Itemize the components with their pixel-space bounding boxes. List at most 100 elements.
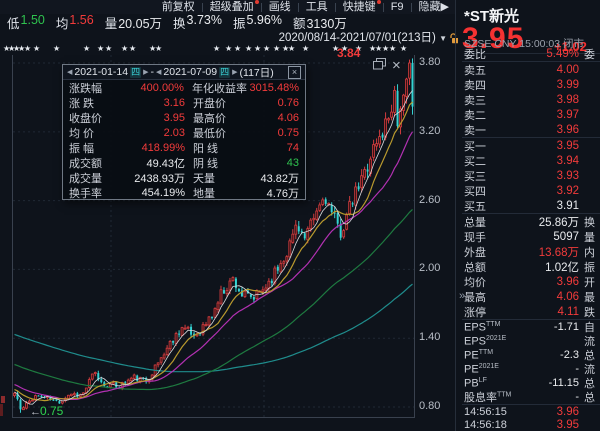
event-star-icon: ★ (149, 44, 157, 53)
range-stats-row: 成交量 2438.93万 天量 43.82万 (69, 172, 299, 185)
event-star-icon: ★ (273, 44, 281, 53)
quote-stats-bar: 低 1.50 均 1.56 量 20.05万换 3.73% 振 5.96% 额 3130万 (7, 12, 347, 31)
stat-row: 现手 5097 量 (464, 230, 595, 244)
ask-row[interactable]: 卖二 3.97 (464, 108, 579, 122)
range-stats-row: 换手率 454.19% 地量 4.76万 (69, 186, 299, 200)
date-dash: - (150, 66, 155, 78)
event-star-icon: ★ (369, 44, 377, 53)
range-stats-row: 振 幅 418.99% 阳 线 74 (69, 141, 299, 155)
low-price-label: ←0.75 (30, 404, 64, 418)
stat-row: 总量 25.86万换 (464, 216, 595, 229)
panel-separator (462, 404, 600, 405)
event-star-icon: ★ (263, 44, 271, 53)
last-price: 3.95 (462, 22, 525, 55)
weekday-badge: 四 (130, 66, 142, 78)
stat-row: 最高 4.06 最 (464, 290, 595, 304)
quote-panel: *ST新光 3.95 +1.02 SZSE CNY 15:00:03 闭市 委比… (458, 0, 600, 431)
date-range-selector[interactable]: 2020/08/14-2021/07/01(213日) ▼ (150, 29, 447, 45)
ask-row[interactable]: 卖五 4.00 (464, 63, 579, 77)
notification-dot (254, 0, 259, 4)
panel-divider (455, 0, 456, 431)
event-star-icon: ★ (282, 44, 290, 53)
event-star-icon: ★ (382, 44, 390, 53)
stat-row: 均价 3.96 开 (464, 275, 595, 289)
event-star-icon: ★ (33, 44, 41, 53)
tick-row: 14:56:15 3.96 (464, 405, 579, 418)
event-star-icon: ★ (302, 44, 310, 53)
bid-row[interactable]: 买二 3.94 (464, 154, 579, 168)
prev-date-arrow-icon[interactable]: ◀ (67, 69, 73, 76)
ask-row[interactable]: 卖三 3.98 (464, 93, 579, 107)
event-star-icon: ★ (97, 44, 105, 53)
bid-row[interactable]: 买四 3.92 (464, 184, 579, 198)
menu-item-6[interactable]: 隐藏▶ (418, 1, 449, 13)
weekday-badge: 四 (219, 66, 231, 78)
ask-row[interactable]: 卖四 3.99 (464, 78, 579, 92)
menu-item-4[interactable]: 快捷键 (336, 0, 383, 14)
fundamental-row: EPS2021E 流 (464, 334, 595, 348)
event-star-icon: ★ (254, 44, 262, 53)
range-start-date: 2021-01-14 (74, 66, 129, 78)
panel-separator (462, 61, 600, 62)
bid-row[interactable]: 买三 3.93 (464, 169, 579, 183)
event-star-icon: ★ (105, 44, 113, 53)
event-star-icon: ★ (332, 44, 340, 53)
close-popup-icon[interactable]: × (288, 65, 301, 79)
ask-row[interactable]: 卖一 3.96 (464, 123, 579, 137)
menu-separator (410, 2, 412, 12)
range-stats-row: 涨 跌 3.16 开盘价 0.76 (69, 96, 299, 110)
menu-item-2[interactable]: 画线 (268, 1, 291, 13)
panel-separator (462, 137, 600, 138)
expand-panel-icon[interactable]: » (459, 290, 466, 302)
restore-window-icon[interactable] (373, 57, 386, 75)
event-star-icon: ★ (3, 44, 11, 53)
price-axis-tick: 2.60 (419, 193, 441, 206)
notification-dot (376, 0, 381, 4)
clipped-left-fragment (1, 396, 5, 403)
event-star-icon: ★ (245, 44, 253, 53)
range-stats-row: 收盘价 3.95 最高价 4.06 (69, 111, 299, 125)
next-date-arrow-icon[interactable]: ▶ (143, 69, 149, 76)
event-star-icon: ★ (400, 44, 408, 53)
event-star-icon: ★ (375, 44, 383, 53)
menu-item-1[interactable]: 超级叠加 (203, 0, 261, 14)
menu-separator (334, 2, 336, 12)
range-stats-row: 成交额 49.43亿阴 线 43 (69, 156, 299, 170)
event-star-icon: ★ (213, 44, 221, 53)
fundamental-row: 股息率TTM - 总 (464, 391, 595, 404)
weibi-row: 委比 5.49% 委 (464, 47, 595, 61)
menu-item-3[interactable]: 工具 (305, 1, 328, 13)
event-star-icon: ★ (355, 44, 363, 53)
menu-separator (201, 2, 203, 12)
prev-date-arrow-icon[interactable]: ◀ (156, 69, 162, 76)
tick-row: 14:56:18 3.95 (464, 418, 579, 431)
event-star-icon: ★ (341, 44, 349, 53)
top-menu-bar: 前复权 超级叠加 画线 工具 快捷键 F9 隐藏▶ (0, 0, 456, 14)
exchange-status-line: SZSE CNY 15:00:03 闭市 (464, 36, 600, 54)
fundamental-row: PETTM -2.3 总 (464, 348, 595, 362)
chevron-down-icon: ▼ (439, 34, 447, 43)
next-date-arrow-icon[interactable]: ▶ (232, 69, 238, 76)
range-stats-row: 均 价 2.03 最低价 0.75 (69, 126, 299, 140)
close-chart-icon[interactable]: × (392, 57, 401, 74)
stat-row: 涨停 4.11 跌 (464, 305, 595, 319)
stat-换: 换 3.73% (173, 12, 222, 31)
menu-item-5[interactable]: F9 (390, 1, 404, 13)
range-span-label: (117日) (239, 66, 274, 79)
stat-row: 总额 1.02亿振 (464, 261, 595, 274)
bid-row[interactable]: 买五 3.91 (464, 199, 579, 213)
menu-separator (297, 2, 299, 12)
event-star-icon: ★ (129, 44, 137, 53)
quote-rows: 委比 5.49% 委卖五 4.00 卖四 3.99 卖三 3.98 卖二 3.97 卖一 3.96 买一… (458, 46, 600, 431)
event-star-icon: ★ (155, 44, 163, 53)
event-star-icon: ★ (225, 44, 233, 53)
range-stats-table: 涨跌幅 400.00% 年化收益率 3015.48% 涨 跌 3.16 开盘价 0.76 收盘价… (63, 80, 305, 200)
event-star-icon: ★ (234, 44, 242, 53)
range-end-date: 2021-07-09 (163, 66, 218, 78)
date-range-label: 2020/08/14-2021/07/01(213日) (278, 32, 436, 44)
event-star-icon: ★ (24, 44, 32, 53)
bid-row[interactable]: 买一 3.95 (464, 139, 579, 153)
menu-item-0[interactable]: 前复权 (161, 1, 195, 13)
clipped-left-fragment (0, 404, 3, 416)
